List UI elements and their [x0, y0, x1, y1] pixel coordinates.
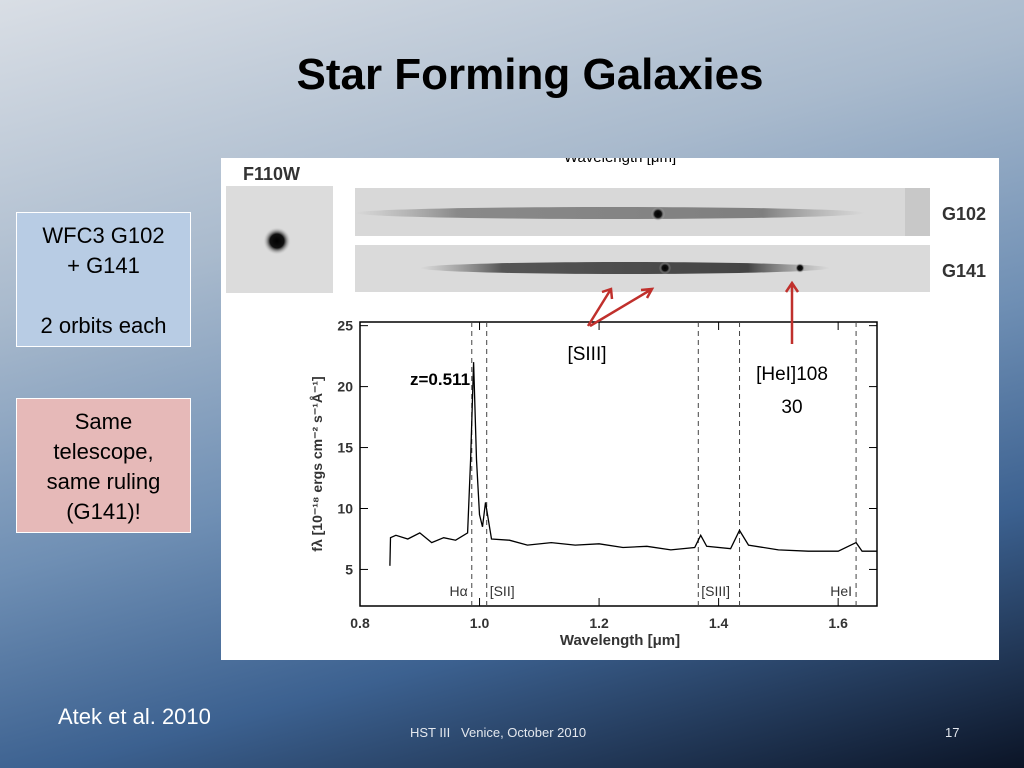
box-line: telescope,: [53, 439, 154, 464]
x-tick-label: 0.8: [350, 615, 370, 631]
figure-background: [221, 158, 999, 660]
credit: Atek et al. 2010: [58, 704, 211, 729]
x-tick-label: 1.4: [709, 615, 729, 631]
emission-blob: [659, 262, 671, 274]
x-tick-label: 1.0: [470, 615, 490, 631]
emission-blob: [795, 263, 805, 273]
redshift-annotation: z=0.511: [410, 370, 470, 389]
line-marker-label: Hα: [450, 583, 468, 599]
y-tick-label: 25: [337, 318, 353, 334]
box-line: + G141: [67, 253, 140, 278]
arrow: [589, 287, 655, 328]
x-tick-label: 1.2: [589, 615, 609, 631]
y-tick-label: 15: [337, 440, 353, 456]
y-tick-label: 20: [337, 379, 353, 395]
emission-blob: [651, 207, 665, 221]
line-marker-label: [SII]: [490, 583, 515, 599]
line-marker-label: [SIII]: [701, 583, 730, 599]
x-tick-label: 1.6: [828, 615, 848, 631]
strip-label: G141: [942, 261, 986, 281]
figure-panel: Wavelength [μm]: [221, 149, 999, 660]
x-axis-label: Wavelength [μm]: [560, 632, 680, 649]
spectrum-trace: [420, 262, 830, 274]
arrows: [586, 280, 800, 344]
slide-title: Star Forming Galaxies: [296, 50, 764, 99]
top-axis-label: Wavelength [μm]: [564, 149, 676, 166]
box-line: Same: [74, 409, 133, 434]
strip-label: G102: [942, 204, 986, 224]
box-line: (G141)!: [66, 499, 141, 524]
box-line: same ruling: [46, 469, 161, 494]
info-box: WFC3 G102 + G141 2 orbits each: [16, 212, 191, 347]
spectrum-trace: [355, 207, 865, 219]
box-line: WFC3 G102: [42, 223, 165, 248]
page-number: 17: [945, 725, 960, 740]
y-tick-label: 10: [337, 500, 353, 516]
callout: [SIII]: [567, 344, 606, 365]
galaxy-blob: [263, 227, 291, 255]
y-axis-label: fλ [10⁻¹⁸ ergs cm⁻² s⁻¹Å⁻¹]: [309, 376, 325, 551]
line-marker-label: HeI: [830, 583, 852, 599]
y-tick-label: 5: [345, 561, 353, 577]
image-label: F110W: [243, 164, 300, 184]
box-line: 2 orbits each: [40, 313, 167, 338]
plot-frame: [359, 321, 878, 607]
strip-edge: [905, 188, 930, 236]
arrow: [586, 287, 614, 327]
callout: 30: [781, 397, 802, 418]
callout: [HeI]108: [756, 364, 828, 385]
footer-event: HST III Venice, October 2010: [410, 725, 587, 740]
spectrum-line: [389, 362, 877, 566]
arrow: [784, 280, 800, 344]
info-box: Same telescope, same ruling (G141)!: [16, 398, 191, 533]
